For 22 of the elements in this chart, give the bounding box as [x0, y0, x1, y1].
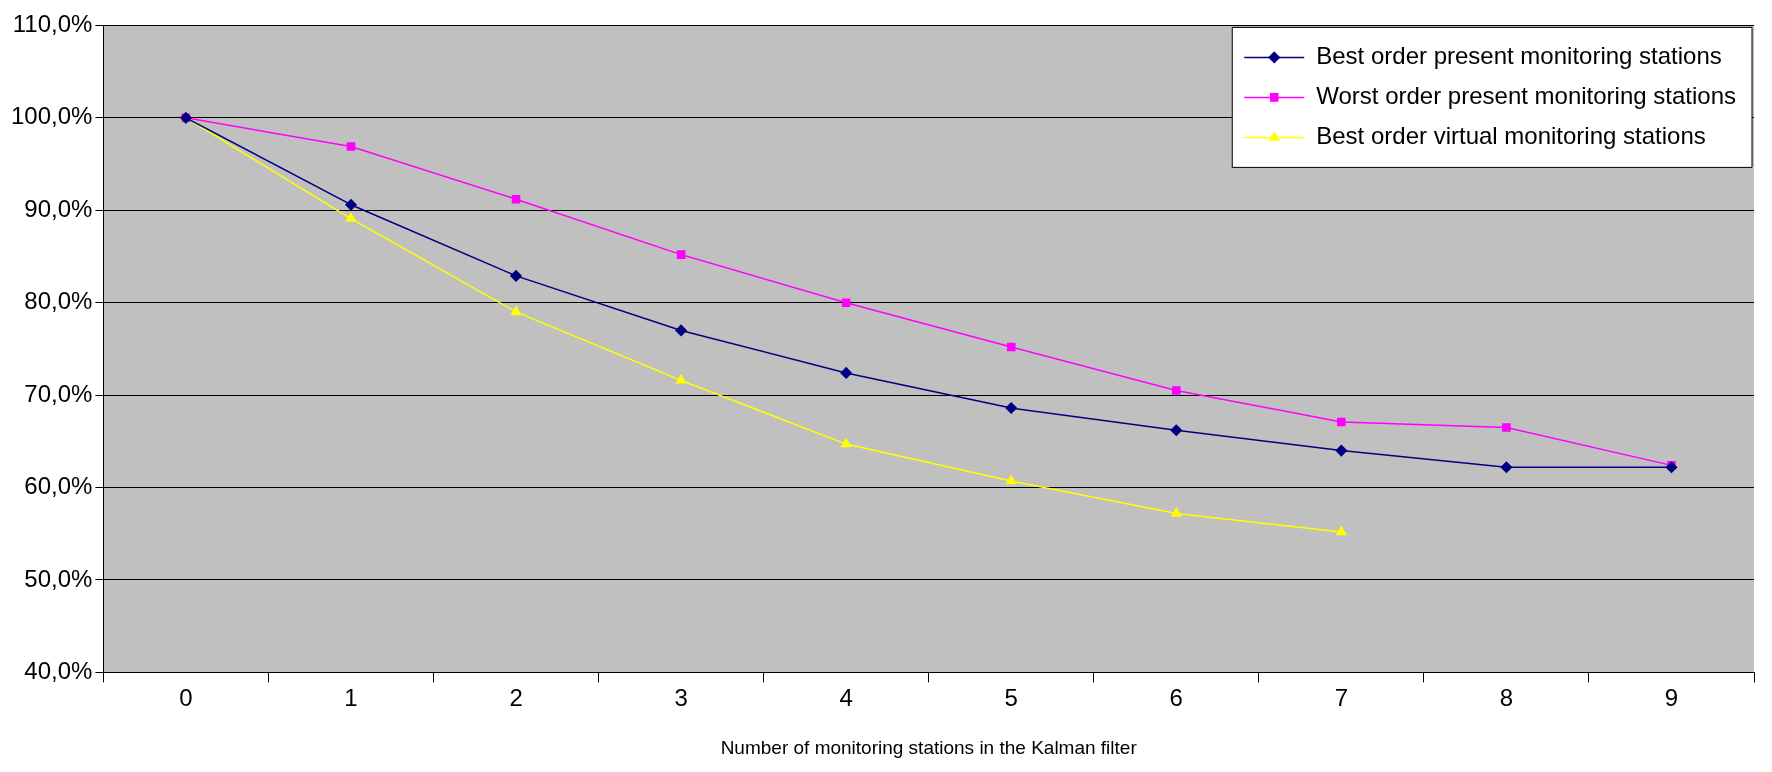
x-tick-label: 9 — [1664, 684, 1679, 712]
x-tick-label: 1 — [344, 684, 358, 712]
y-tick-label: 50,0% — [24, 564, 93, 592]
x-tick-label: 3 — [674, 684, 688, 712]
y-tick-label: 70,0% — [24, 379, 93, 407]
x-tick-label: 5 — [1004, 684, 1018, 712]
x-tick-label: 4 — [839, 684, 853, 712]
x-tick-label: 0 — [179, 684, 193, 712]
x-tick-label: 6 — [1169, 684, 1183, 712]
y-tick-label: 90,0% — [24, 194, 93, 222]
legend-label: Best order present monitoring stations — [1316, 42, 1722, 70]
y-tick-label: 40,0% — [24, 657, 93, 685]
x-tick-label: 7 — [1334, 684, 1349, 712]
legend-label: Worst order present monitoring stations — [1316, 82, 1737, 110]
x-axis-title: Number of monitoring stations in the Kalman filter — [720, 736, 1138, 758]
y-tick-label: 60,0% — [24, 472, 93, 500]
x-tick-label: 2 — [509, 684, 523, 712]
y-tick-label: 80,0% — [24, 287, 93, 315]
y-tick-label: 100,0% — [10, 102, 93, 130]
legend-label: Best order virtual monitoring stations — [1316, 122, 1706, 150]
x-tick-label: 8 — [1499, 684, 1514, 712]
y-tick-label: 110,0% — [12, 10, 93, 38]
